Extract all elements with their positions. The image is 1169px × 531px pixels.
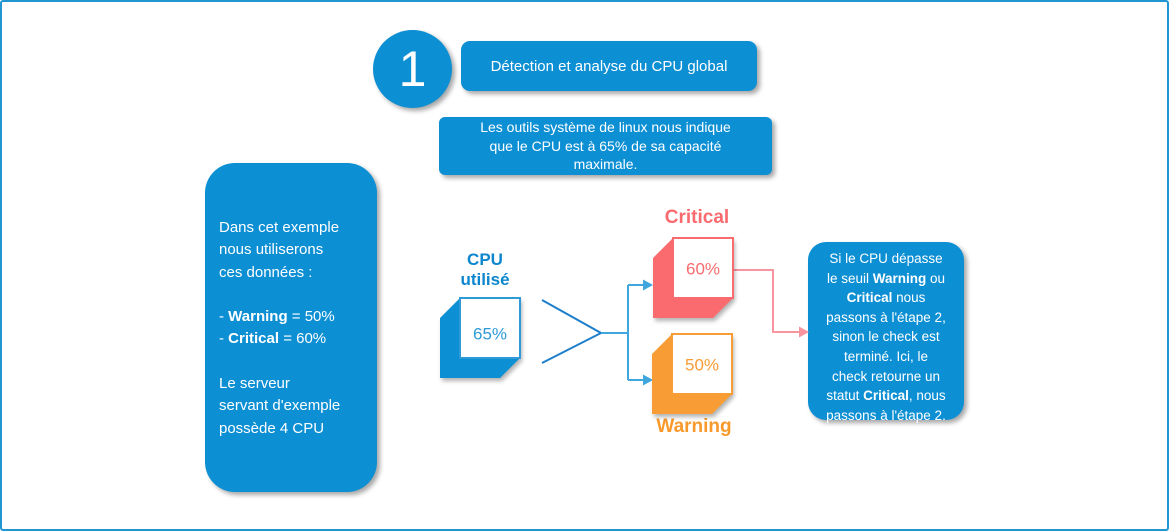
critical-connector-line [733,269,800,333]
branch-connector-line [601,284,644,381]
warning-shape-extrusion [652,334,732,414]
cpu-used-label: CPU utilisé [435,250,535,290]
info-box-line: Les outils système de linux nous indique [480,119,731,136]
critical-label: Critical [664,207,730,228]
explanation-box: Si le CPU dépasse le seuil Warning ou Crit… [808,242,964,423]
critical-shape: 60% [653,237,734,318]
warning-shape-face [671,333,733,395]
cpu-shape-face [459,297,521,359]
cpu-shape-extrusion [440,298,520,378]
example-data-box: Dans cet exemple nous utiliserons ces donn… [205,163,377,492]
warning-label: Warning [656,416,732,437]
arrow-to-critical-icon [643,279,653,291]
info-box: Les outils système de linux nous indique… [439,117,772,175]
warning-value: 50% [685,356,719,375]
warning-shape: 50% [652,333,733,414]
critical-shape-face [672,237,734,299]
cpu-used-value: 65% [473,325,507,344]
cpu-used-label-line1: CPU [467,250,503,269]
step-title-box: Détection et analyse du CPU global [461,41,757,91]
step-number-badge: 1 [373,30,452,108]
cpu-used-shape: 65% [440,297,521,378]
step-number: 1 [398,41,427,97]
critical-shape-extrusion [653,238,733,318]
step-title: Détection et analyse du CPU global [490,57,728,75]
cpu-used-label-line2: utilisé [460,270,510,289]
critical-value: 60% [686,260,720,279]
info-box-line: maximale. [573,156,638,173]
arrow-to-warning-icon [643,374,653,386]
chevron-right-icon [541,299,604,364]
info-box-line: que le CPU est à 65% de sa capacité [489,137,722,154]
